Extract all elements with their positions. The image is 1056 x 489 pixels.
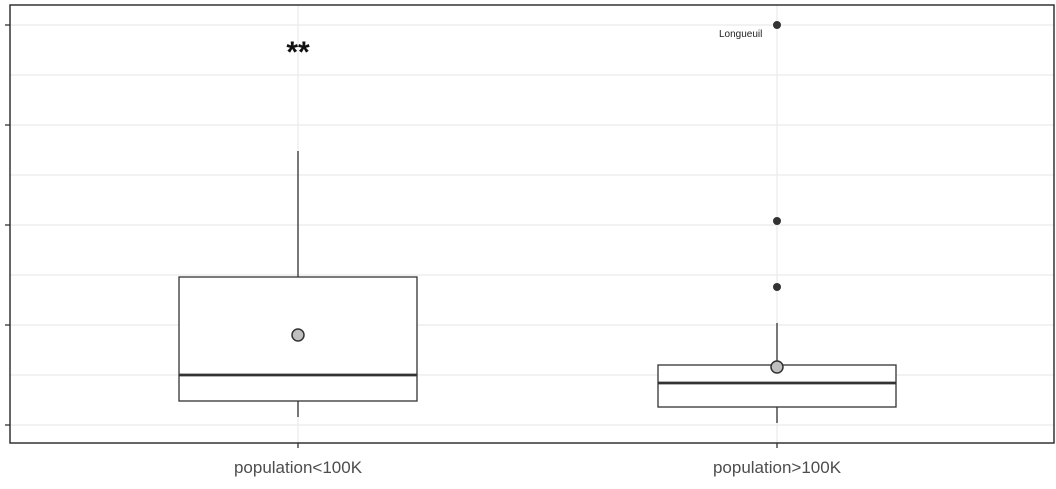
significance-label: ** — [286, 36, 310, 69]
outlier-point — [773, 283, 781, 291]
x-tick-label: population<100K — [234, 458, 363, 477]
outlier-point — [773, 217, 781, 225]
x-tick-label: population>100K — [713, 458, 842, 477]
box-group: ** — [178, 36, 418, 417]
outlier-point — [773, 21, 781, 29]
outlier-label: Longueuil — [719, 29, 762, 40]
box-group: Longueuil — [657, 21, 897, 423]
mean-point — [291, 328, 305, 342]
grid-lines — [10, 5, 1054, 443]
axis-ticks: population<100K population>100K — [5, 24, 842, 477]
box-plots: ** Longueuil — [178, 21, 897, 423]
panel-border — [9, 4, 1055, 444]
mean-point — [770, 360, 784, 374]
